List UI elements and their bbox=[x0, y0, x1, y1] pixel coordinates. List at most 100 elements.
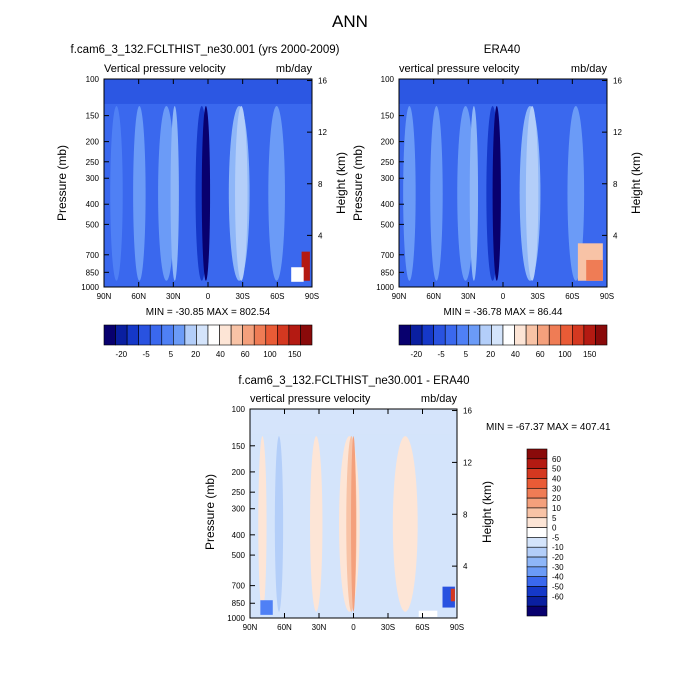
diff-x-tick-label: 60N bbox=[277, 623, 292, 632]
diff-field-band bbox=[274, 436, 284, 612]
model-panel-ylabel: Pressure (mb) bbox=[55, 145, 69, 221]
diff-colorbar-label: 40 bbox=[552, 474, 561, 483]
diff-colorbar-swatch bbox=[526, 517, 548, 528]
diff-colorbar-swatch bbox=[526, 556, 548, 568]
obs-y-tick-label: 500 bbox=[381, 220, 395, 229]
diff-colorbar-swatch bbox=[526, 478, 548, 489]
obs-panel-right-label: mb/day bbox=[571, 63, 608, 75]
colorbar-swatch bbox=[219, 324, 232, 346]
diff-panel-stats: MIN = -67.37 MAX = 407.41 bbox=[486, 422, 611, 433]
diff-colorbar-swatch bbox=[526, 448, 548, 460]
model-panel: f.cam6_3_132.FCLTHIST_ne30.001 (yrs 2000… bbox=[55, 44, 348, 359]
model-panel-left-label: Vertical pressure velocity bbox=[104, 63, 226, 75]
model-field-band bbox=[268, 106, 285, 281]
diff-y-tick-label: 300 bbox=[232, 505, 246, 514]
obs-field-band bbox=[567, 106, 585, 281]
colorbar-label: 100 bbox=[263, 350, 277, 359]
colorbar-swatch bbox=[184, 324, 197, 346]
diff-x-tick-label: 60S bbox=[415, 623, 429, 632]
colorbar-swatch bbox=[537, 324, 550, 346]
obs-panel-left-label: vertical pressure velocity bbox=[399, 63, 520, 75]
obs-field-band bbox=[457, 106, 474, 281]
model-field-band bbox=[110, 106, 123, 281]
colorbar-label: 20 bbox=[486, 350, 495, 359]
model-y-tick-label: 300 bbox=[86, 174, 100, 183]
diff-colorbar-label: -50 bbox=[552, 583, 564, 592]
obs-y-tick-label: 100 bbox=[381, 75, 395, 84]
model-x-tick-label: 90S bbox=[305, 292, 319, 301]
diff-colorbar-swatch bbox=[526, 458, 548, 469]
diff-panel-left-label: vertical pressure velocity bbox=[250, 393, 371, 405]
obs-y-tick-label: 150 bbox=[381, 112, 395, 121]
colorbar-label: -20 bbox=[411, 350, 423, 359]
model-y2-tick-label: 8 bbox=[318, 180, 323, 189]
diff-y-tick-label: 700 bbox=[232, 582, 246, 591]
model-x-tick-label: 90N bbox=[97, 292, 112, 301]
colorbar-swatch bbox=[207, 324, 220, 346]
obs-field-band bbox=[492, 106, 501, 281]
model-y-tick-label: 200 bbox=[86, 138, 100, 147]
diff-field-spot bbox=[418, 610, 438, 617]
diff-x-tick-label: 90N bbox=[243, 623, 258, 632]
obs-x-tick-label: 30N bbox=[461, 292, 476, 301]
figure-title: ANN bbox=[332, 12, 368, 31]
model-field-spot bbox=[301, 251, 310, 281]
colorbar-swatch bbox=[548, 324, 562, 346]
diff-field-band bbox=[310, 436, 323, 612]
colorbar-label: -20 bbox=[116, 350, 128, 359]
colorbar-swatch bbox=[265, 324, 278, 346]
diff-colorbar-label: 10 bbox=[552, 504, 561, 513]
obs-y-tick-label: 1000 bbox=[376, 283, 394, 292]
diff-colorbar-label: 30 bbox=[552, 484, 561, 493]
colorbar-label: 60 bbox=[241, 350, 250, 359]
diff-field bbox=[250, 409, 457, 618]
model-field-band bbox=[235, 106, 248, 281]
colorbar-swatch bbox=[161, 324, 174, 346]
colorbar-label: 5 bbox=[464, 350, 469, 359]
obs-field bbox=[399, 79, 607, 287]
obs-x-tick-label: 0 bbox=[501, 292, 506, 301]
colorbar-swatch bbox=[103, 324, 116, 346]
model-x-tick-label: 30N bbox=[166, 292, 181, 301]
colorbar-swatch bbox=[398, 324, 411, 346]
diff-colorbar-label: 5 bbox=[552, 514, 557, 523]
diff-colorbar-swatch bbox=[526, 566, 548, 578]
colorbar-label: 20 bbox=[191, 350, 200, 359]
diff-y2-tick-label: 4 bbox=[463, 562, 468, 571]
diff-colorbar-swatch bbox=[526, 527, 548, 538]
obs-y-tick-label: 700 bbox=[381, 251, 395, 260]
colorbar-swatch bbox=[479, 324, 492, 346]
diff-colorbar-label: 50 bbox=[552, 465, 561, 474]
diff-panel-title: f.cam6_3_132.FCLTHIST_ne30.001 - ERA40 bbox=[238, 375, 469, 387]
diff-colorbar-label: 20 bbox=[552, 494, 561, 503]
obs-x-tick-label: 90S bbox=[600, 292, 614, 301]
colorbar-swatch bbox=[456, 324, 469, 346]
diff-field-spot bbox=[260, 600, 273, 615]
diff-y-tick-label: 250 bbox=[232, 488, 246, 497]
colorbar-swatch bbox=[253, 324, 267, 346]
obs-y2-tick-label: 4 bbox=[613, 231, 618, 240]
diff-field-band bbox=[351, 436, 356, 612]
diff-colorbar-swatch bbox=[526, 497, 548, 509]
colorbar-swatch bbox=[583, 324, 596, 346]
model-panel-right-label: mb/day bbox=[276, 63, 313, 75]
model-y-tick-label: 150 bbox=[86, 112, 100, 121]
model-field-spot bbox=[291, 267, 304, 282]
diff-colorbar-label: -20 bbox=[552, 553, 564, 562]
colorbar-swatch bbox=[230, 324, 243, 346]
model-field-band bbox=[170, 106, 179, 281]
obs-x-tick-label: 60S bbox=[565, 292, 579, 301]
colorbar-label: 150 bbox=[288, 350, 302, 359]
colorbar-label: 60 bbox=[536, 350, 545, 359]
obs-y2-tick-label: 8 bbox=[613, 180, 618, 189]
colorbar-swatch bbox=[491, 324, 504, 346]
colorbar-label: 40 bbox=[216, 350, 225, 359]
model-field bbox=[104, 79, 312, 287]
colorbar-swatch bbox=[433, 324, 446, 346]
diff-colorbar-label: 0 bbox=[552, 524, 557, 533]
obs-panel-stats: MIN = -36.78 MAX = 86.44 bbox=[444, 307, 563, 318]
diff-colorbar-swatch bbox=[526, 537, 548, 548]
diff-panel-right-label: mb/day bbox=[421, 393, 458, 405]
colorbar-label: 100 bbox=[558, 350, 572, 359]
